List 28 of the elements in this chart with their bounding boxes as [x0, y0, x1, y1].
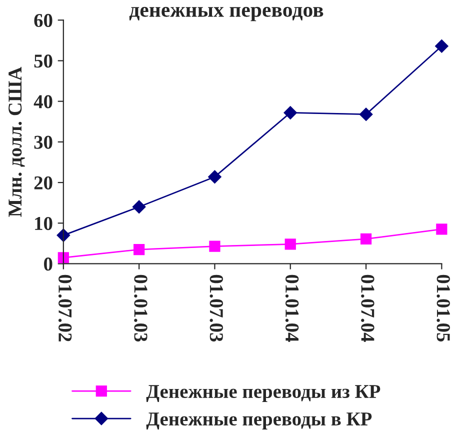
point	[284, 238, 296, 250]
point	[208, 170, 222, 184]
point	[284, 106, 297, 120]
x-tick-label: 01.01.03	[134, 274, 148, 342]
point	[436, 224, 448, 235]
x-tick-label: 01.07.03	[210, 274, 223, 342]
y-tick-label: 60	[34, 14, 52, 28]
x-tick-label: 01.07.04	[361, 274, 374, 342]
point	[359, 108, 373, 121]
x-tick-label: 01.01.04	[285, 274, 299, 342]
legend-label: Денежные переводы в КР	[146, 412, 372, 430]
point	[132, 200, 146, 214]
x-tick-label: 01.01.05	[436, 274, 450, 342]
y-tick-label: 20	[34, 176, 52, 190]
point	[435, 40, 448, 53]
legend-label: Денежные переводы из КР	[146, 385, 380, 402]
chart-title: денежных переводов	[129, 6, 324, 22]
point	[58, 252, 69, 264]
y-tick-label: 30	[34, 136, 52, 149]
y-axis-title: Млн. долл. США	[8, 66, 25, 217]
y-tick-label: 10	[35, 216, 52, 230]
point	[209, 240, 220, 252]
point	[360, 233, 372, 245]
y-tick-label: 50	[34, 54, 52, 68]
x-tick-label: 01.07.02	[58, 274, 72, 342]
point	[134, 244, 145, 256]
y-tick-label: 0	[44, 258, 52, 271]
y-tick-label: 40	[34, 95, 52, 108]
